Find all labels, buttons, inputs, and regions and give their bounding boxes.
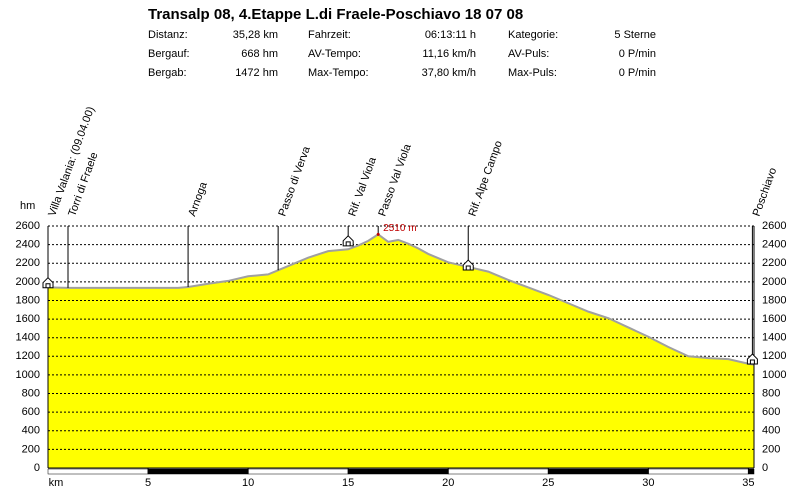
y2-tick-label: 200 xyxy=(762,443,780,455)
scale-bar xyxy=(147,468,249,475)
hut-icon xyxy=(462,259,474,271)
stat-label: Bergab: xyxy=(148,67,187,79)
profile-line xyxy=(47,233,755,366)
x-tick-label: 35 xyxy=(742,477,754,489)
y2-tick-label: 600 xyxy=(762,406,780,418)
y2-tick-label: 1600 xyxy=(762,313,786,325)
scale-bar xyxy=(447,468,549,475)
scale-bar xyxy=(247,468,349,475)
stat-value: 37,80 km/h xyxy=(422,67,476,79)
y-tick-label: 1600 xyxy=(16,313,40,325)
y-tick-label: 1200 xyxy=(16,350,40,362)
hut-icon xyxy=(342,235,354,247)
y2-tick-label: 2400 xyxy=(762,239,786,251)
stat-value: 0 P/min xyxy=(619,48,656,60)
y-tick-label: 1800 xyxy=(16,294,40,306)
x-tick-label: 5 xyxy=(145,477,151,489)
scale-bar xyxy=(648,468,749,475)
scale-bar xyxy=(748,468,755,475)
x-tick-label: 20 xyxy=(442,477,454,489)
y-axis-label: hm xyxy=(20,200,35,212)
y-tick-label: 2400 xyxy=(16,239,40,251)
y-tick-label: 1400 xyxy=(16,332,40,344)
area-fill xyxy=(48,234,754,468)
stat-value: 1472 hm xyxy=(235,67,278,79)
scale-bar xyxy=(347,468,449,475)
y-tick-label: 800 xyxy=(22,387,40,399)
stat-value: 06:13:11 h xyxy=(425,29,476,41)
scale-bar xyxy=(47,468,149,475)
y-tick-label: 600 xyxy=(22,406,40,418)
stat-label: Distanz: xyxy=(148,29,188,41)
y-tick-label: 2000 xyxy=(16,276,40,288)
stat-label: Fahrzeit: xyxy=(308,29,351,41)
y2-tick-label: 1400 xyxy=(762,332,786,344)
hut-icon xyxy=(42,277,54,289)
y2-tick-label: 400 xyxy=(762,425,780,437)
y-tick-label: 200 xyxy=(22,443,40,455)
y2-tick-label: 2200 xyxy=(762,257,786,269)
stat-label: Max-Tempo: xyxy=(308,67,369,79)
x-tick-label: 30 xyxy=(642,477,654,489)
stat-label: AV-Puls: xyxy=(508,48,549,60)
stat-value: 0 P/min xyxy=(619,67,656,79)
stat-value: 668 hm xyxy=(241,48,278,60)
y2-tick-label: 1200 xyxy=(762,350,786,362)
stat-value: 5 Sterne xyxy=(614,29,656,41)
y-tick-label: 2200 xyxy=(16,257,40,269)
y2-tick-label: 1000 xyxy=(762,369,786,381)
x-tick-label: 10 xyxy=(242,477,254,489)
y-tick-label: 2600 xyxy=(16,220,40,232)
y2-tick-label: 2600 xyxy=(762,220,786,232)
y2-tick-label: 800 xyxy=(762,387,780,399)
peak-label: 2510 m xyxy=(383,223,416,234)
y-tick-label: 400 xyxy=(22,425,40,437)
stat-value: 35,28 km xyxy=(233,29,278,41)
chart-title: Transalp 08, 4.Etappe L.di Fraele-Poschi… xyxy=(148,6,523,23)
x-tick-label: 15 xyxy=(342,477,354,489)
x-tick-label: 25 xyxy=(542,477,554,489)
stat-value: 11,16 km/h xyxy=(422,48,476,60)
y2-tick-label: 2000 xyxy=(762,276,786,288)
y-tick-label: 0 xyxy=(34,462,40,474)
scale-bar xyxy=(548,468,649,475)
y-tick-label: 1000 xyxy=(16,369,40,381)
x-axis-label: km xyxy=(49,477,64,489)
stat-label: Bergauf: xyxy=(148,48,190,60)
stat-label: AV-Tempo: xyxy=(308,48,361,60)
y2-tick-label: 1800 xyxy=(762,294,786,306)
y2-tick-label: 0 xyxy=(762,462,768,474)
hut-icon xyxy=(746,353,758,365)
stat-label: Max-Puls: xyxy=(508,67,557,79)
peak-marker xyxy=(376,232,380,236)
stat-label: Kategorie: xyxy=(508,29,558,41)
